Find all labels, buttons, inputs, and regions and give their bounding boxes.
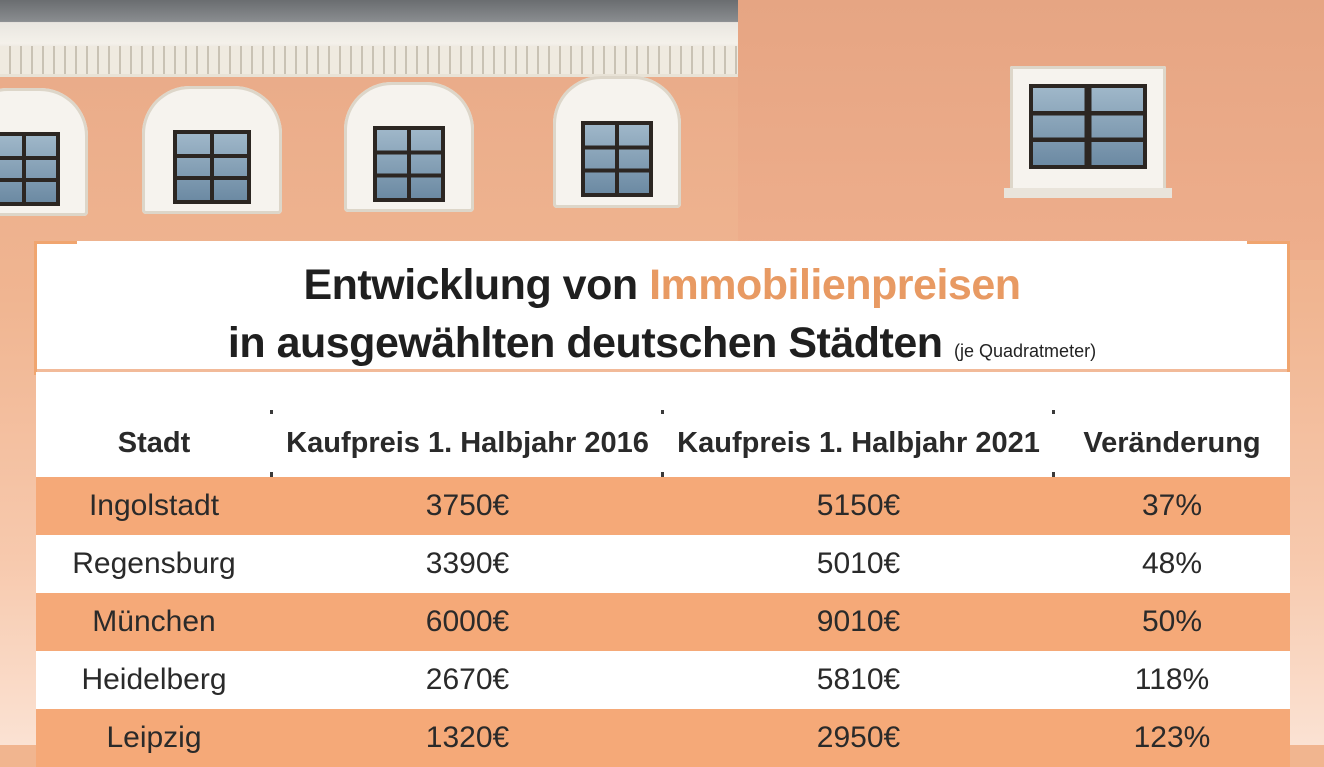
facade-window [553,76,681,208]
title-note: (je Quadratmeter) [954,341,1097,361]
cell-city: Regensburg [72,547,236,580]
cell-price-2016: 3390€ [425,547,510,580]
table-row: Heidelberg 2670€ 5810€ 118% [36,651,1290,709]
cell-price-2021: 2950€ [816,721,901,754]
cell-price-2021: 5810€ [816,663,901,696]
title-panel: Entwicklung von Immobilienpreisen in aus… [34,241,1290,375]
cell-price-2016: 3750€ [425,489,510,522]
cell-change: 48% [1141,547,1203,580]
title-line-2: in ausgewählten deutschen Städten (je Qu… [34,319,1290,368]
cell-change: 50% [1141,605,1203,638]
cell-price-2021: 5010€ [816,547,901,580]
cell-city: München [92,605,216,638]
price-table: Stadt Kaufpreis 1. Halbjahr 2016 Kaufpre… [36,372,1290,767]
table-row: Ingolstadt 3750€ 5150€ 37% [36,477,1290,535]
table-row: Regensburg 3390€ 5010€ 48% [36,535,1290,593]
cell-price-2016: 1320€ [425,721,510,754]
table-header-row: Stadt Kaufpreis 1. Halbjahr 2016 Kaufpre… [36,414,1290,472]
cell-price-2016: 2670€ [425,663,510,696]
cell-city: Ingolstadt [88,489,220,522]
title-accent: Immobilienpreisen [649,261,1021,309]
title-line-1: Entwicklung von Immobilienpreisen [34,261,1290,310]
cell-city: Leipzig [106,721,202,754]
cell-city: Heidelberg [81,663,227,696]
cell-price-2021: 5150€ [816,489,901,522]
cell-change: 118% [1134,663,1210,696]
title-main: in ausgewählten deutschen Städten [227,319,943,367]
cell-change: 37% [1141,489,1203,522]
cell-change: 123% [1133,721,1211,754]
title-prefix: Entwicklung von [303,261,638,309]
table-row: München 6000€ 9010€ 50% [36,593,1290,651]
facade-ornament-band [0,46,738,77]
facade-window [344,82,474,212]
facade-window [0,88,88,216]
header-veraenderung: Veränderung [1083,426,1261,459]
cell-price-2016: 6000€ [425,605,510,638]
facade-window [142,86,282,214]
header-kaufpreis-2016: Kaufpreis 1. Halbjahr 2016 [286,426,649,459]
header-stadt: Stadt [117,426,191,459]
table-row: Leipzig 1320€ 2950€ 123% [36,709,1290,767]
header-kaufpreis-2021: Kaufpreis 1. Halbjahr 2021 [677,426,1040,459]
cell-price-2021: 9010€ [816,605,901,638]
facade-window [1004,66,1172,198]
